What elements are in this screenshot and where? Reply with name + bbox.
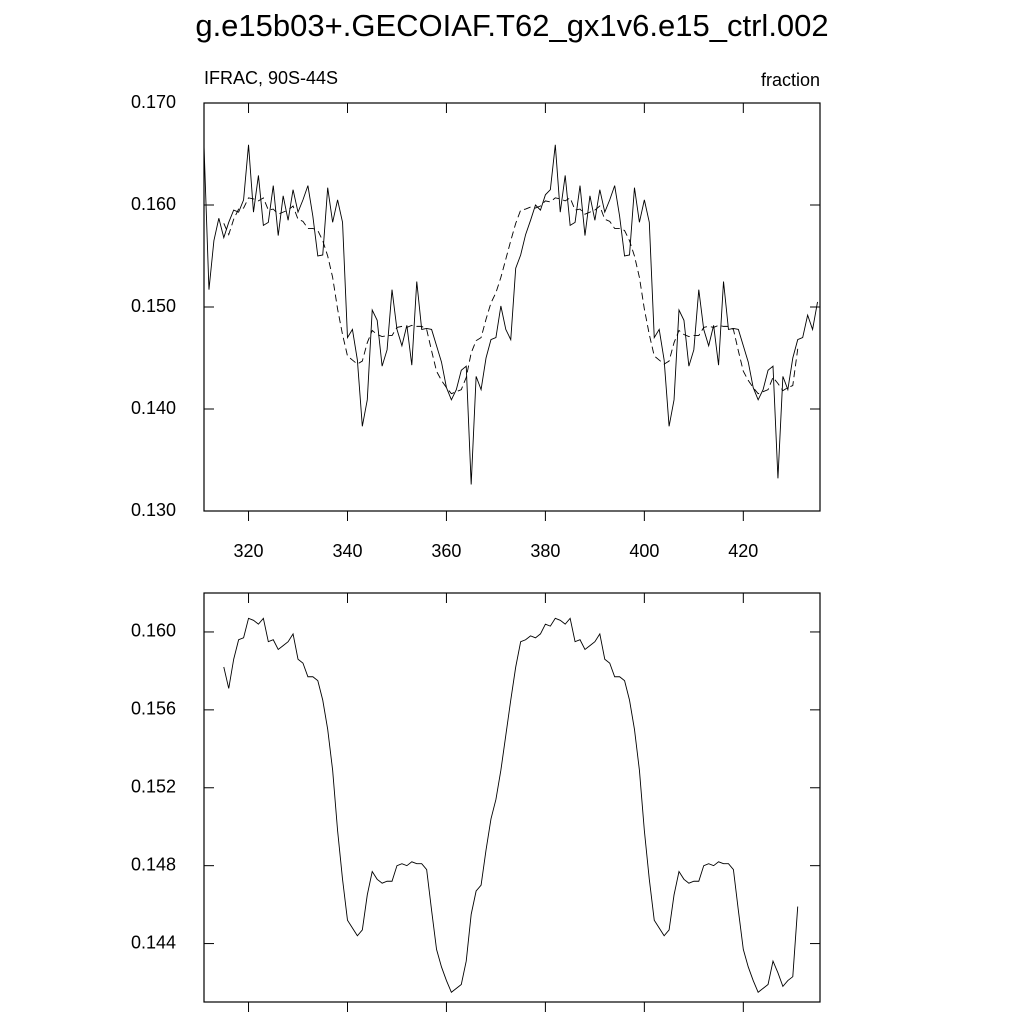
x-tick-label: 340	[332, 541, 362, 561]
y-tick-label: 0.148	[131, 854, 176, 874]
y-tick-label: 0.130	[131, 500, 176, 520]
data-line	[203, 144, 818, 485]
plot-frame	[203, 592, 821, 1003]
x-tick-label: 320	[234, 541, 264, 561]
dashed-line	[223, 197, 799, 395]
x-tick-label: 400	[629, 541, 659, 561]
y-tick-label: 0.160	[131, 194, 176, 214]
plot-frame	[203, 102, 821, 512]
x-tick-label: 420	[728, 541, 758, 561]
y-tick-label: 0.160	[131, 621, 176, 641]
y-tick-label: 0.170	[131, 92, 176, 112]
data-line	[223, 617, 799, 993]
x-tick-label: 360	[431, 541, 461, 561]
y-tick-label: 0.152	[131, 777, 176, 797]
x-tick-label: 380	[530, 541, 560, 561]
y-tick-label: 0.140	[131, 398, 176, 418]
figure-title: g.e15b03+.GECOIAF.T62_gx1v6.e15_ctrl.002	[195, 8, 828, 43]
y-tick-label: 0.150	[131, 296, 176, 316]
left-string: IFRAC, 90S-44S	[204, 68, 338, 88]
y-tick-label: 0.156	[131, 699, 176, 719]
right-string: fraction	[761, 70, 820, 90]
y-tick-label: 0.144	[131, 932, 176, 952]
